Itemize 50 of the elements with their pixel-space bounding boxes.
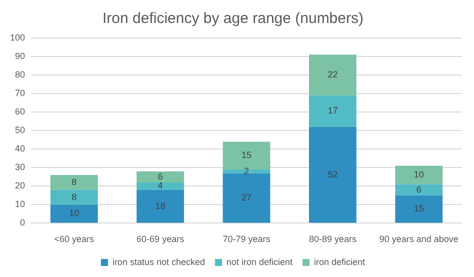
bar bbox=[50, 190, 98, 205]
x-tick-label: 70-79 years bbox=[222, 234, 271, 244]
data-label: 27 bbox=[242, 192, 252, 202]
bar bbox=[395, 195, 443, 223]
y-tick-label: 60 bbox=[15, 106, 26, 117]
bar bbox=[136, 190, 184, 223]
y-tick-label: 20 bbox=[15, 180, 26, 191]
x-tick-label: <60 years bbox=[54, 234, 94, 244]
y-tick-label: 70 bbox=[15, 88, 26, 98]
y-tick-label: 50 bbox=[15, 125, 26, 136]
data-label: 6 bbox=[158, 171, 163, 182]
y-tick-label: 40 bbox=[15, 144, 26, 154]
bar bbox=[136, 182, 184, 190]
y-tick-label: 0 bbox=[20, 218, 26, 228]
data-label: 22 bbox=[328, 70, 338, 80]
legend-label: iron status not checked bbox=[112, 256, 205, 267]
legend-label: iron deficient bbox=[314, 256, 366, 267]
bar bbox=[395, 184, 443, 196]
bar bbox=[222, 169, 270, 174]
data-label: 10 bbox=[69, 208, 80, 218]
data-label: 4 bbox=[158, 180, 163, 191]
bar bbox=[222, 173, 270, 223]
x-tick-label: 80-89 years bbox=[308, 234, 357, 244]
bar bbox=[309, 95, 356, 127]
chart-title: Iron deficiency by age range (numbers) bbox=[102, 10, 364, 28]
bar bbox=[50, 204, 98, 223]
data-label: 2 bbox=[244, 166, 250, 176]
data-label: 17 bbox=[328, 106, 338, 116]
data-label: 8 bbox=[72, 176, 77, 187]
bar bbox=[309, 54, 356, 96]
y-tick-label: 10 bbox=[15, 199, 26, 210]
bar bbox=[50, 175, 98, 190]
bar bbox=[222, 142, 270, 170]
data-label: 52 bbox=[328, 169, 338, 180]
x-tick-label: 60-69 years bbox=[136, 234, 185, 244]
bar bbox=[309, 126, 356, 223]
data-label: 18 bbox=[155, 200, 166, 211]
data-label: 6 bbox=[416, 184, 422, 194]
data-label: 8 bbox=[72, 192, 77, 202]
y-tick-label: 90 bbox=[15, 51, 26, 62]
data-label: 10 bbox=[414, 170, 424, 180]
data-label: 15 bbox=[414, 204, 424, 214]
y-tick-label: 30 bbox=[15, 162, 26, 172]
data-label: 15 bbox=[242, 150, 252, 160]
legend-label: not iron deficient bbox=[226, 256, 294, 267]
bar bbox=[395, 166, 443, 184]
bar bbox=[136, 171, 184, 182]
y-tick-label: 80 bbox=[15, 70, 26, 80]
x-tick-label: 90 years and above bbox=[379, 234, 458, 244]
y-tick-label: 100 bbox=[10, 32, 26, 42]
